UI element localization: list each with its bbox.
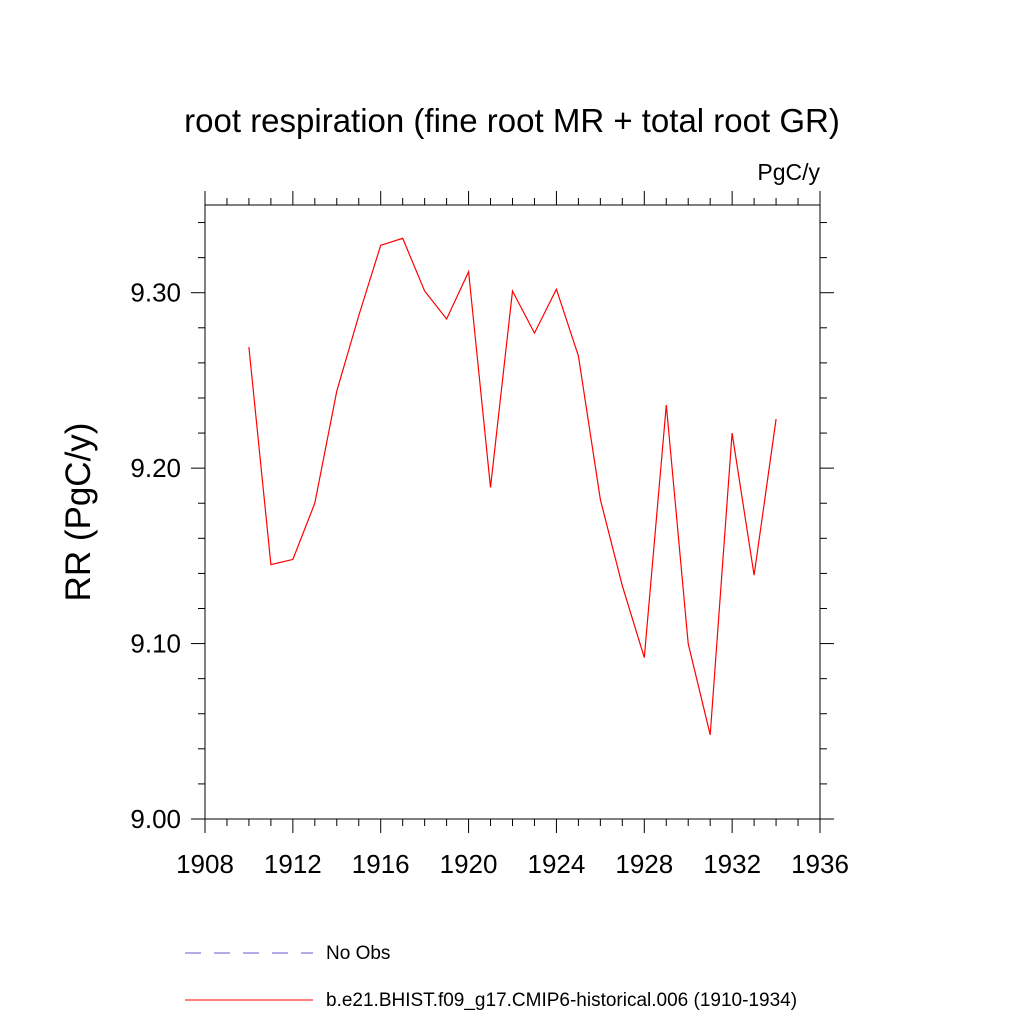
legend-label-no-obs: No Obs bbox=[326, 943, 390, 964]
legend: No Obs b.e21.BHIST.f09_g17.CMIP6-histori… bbox=[185, 943, 797, 1011]
x-tick-label: 1912 bbox=[264, 849, 322, 879]
x-tick-label: 1924 bbox=[528, 849, 586, 879]
x-tick-label: 1932 bbox=[703, 849, 761, 879]
y-tick-label: 9.10 bbox=[130, 629, 181, 659]
legend-label-model: b.e21.BHIST.f09_g17.CMIP6-historical.006… bbox=[326, 990, 797, 1011]
y-tick-label: 9.20 bbox=[130, 453, 181, 483]
y-tick-label: 9.00 bbox=[130, 804, 181, 834]
series-line bbox=[248, 237, 777, 735]
x-tick-labels: 1908 1912 1916 1920 1924 1928 1932 1936 bbox=[176, 849, 849, 879]
y-tick-labels: 9.00 9.10 9.20 9.30 bbox=[130, 278, 181, 834]
x-tick-label: 1920 bbox=[440, 849, 498, 879]
y-axis-label: RR (PgC/y) bbox=[59, 423, 98, 602]
x-tick-label: 1916 bbox=[352, 849, 410, 879]
axis-ticks bbox=[191, 191, 834, 833]
x-tick-label: 1936 bbox=[791, 849, 849, 879]
x-tick-label: 1928 bbox=[615, 849, 673, 879]
x-tick-label: 1908 bbox=[176, 849, 234, 879]
plot-frame bbox=[204, 204, 821, 820]
units-label: PgC/y bbox=[757, 159, 820, 185]
chart-title: root respiration (fine root MR + total r… bbox=[184, 102, 840, 139]
series-group bbox=[248, 237, 777, 735]
y-tick-label: 9.30 bbox=[130, 278, 181, 308]
